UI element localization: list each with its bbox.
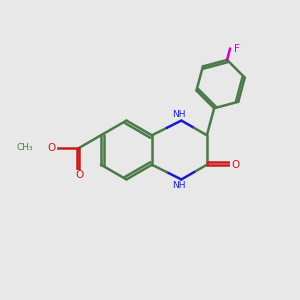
Text: O: O [75, 170, 83, 181]
Text: F: F [234, 44, 239, 53]
Text: O: O [47, 143, 56, 153]
Text: NH: NH [172, 110, 186, 118]
Text: NH: NH [172, 182, 186, 190]
Text: O: O [231, 160, 240, 170]
Text: CH₃: CH₃ [17, 143, 33, 152]
